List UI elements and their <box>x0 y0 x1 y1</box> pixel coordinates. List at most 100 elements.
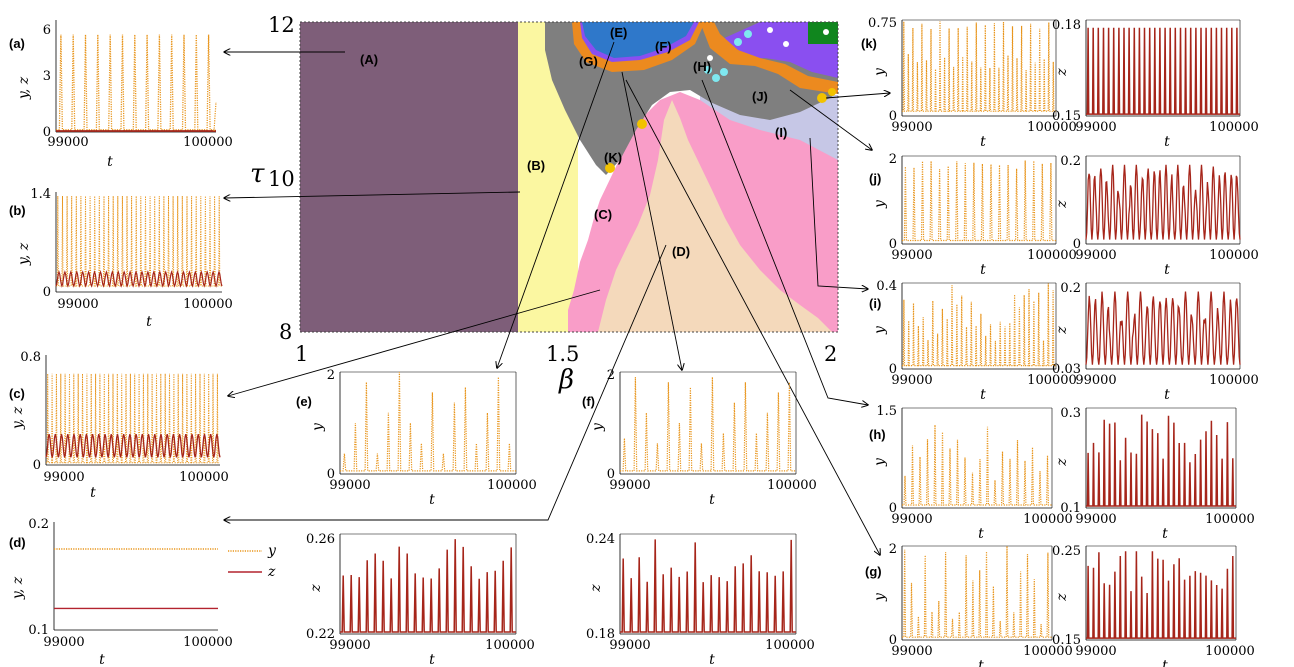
series-line <box>56 195 222 287</box>
series-line <box>1086 551 1236 639</box>
y-tick-label: 0.26 <box>306 532 335 547</box>
dot-gold <box>605 163 615 173</box>
x-tick-label: 100000 <box>1023 644 1073 659</box>
y-tick-label: 0.75 <box>868 16 897 31</box>
dot-gold <box>817 93 827 103</box>
dot-white <box>767 27 773 33</box>
region-D <box>598 100 832 332</box>
axis-label: t <box>1164 262 1170 278</box>
series-line <box>902 546 1052 638</box>
axis-label: t <box>90 485 96 501</box>
axis-label: y <box>590 422 606 432</box>
axis-label: z <box>1054 458 1070 467</box>
y-tick-label: 0 <box>889 362 897 377</box>
series-line <box>55 270 223 288</box>
y-tick-label: 0.4 <box>876 279 897 294</box>
x-tick-label: 99000 <box>329 478 370 493</box>
y-tick-label: 0.15 <box>1052 109 1081 124</box>
x-tick-label: 100000 <box>767 478 817 493</box>
x-tick-label: 99000 <box>609 478 650 493</box>
dot-cyan <box>720 68 728 76</box>
y-tick-label: 0 <box>327 467 335 482</box>
dot-white <box>823 29 829 35</box>
series-line <box>620 539 796 633</box>
x-tick-label: 99000 <box>1075 373 1116 388</box>
y-tick-label: 2 <box>889 542 897 557</box>
x-tick-label: 100000 <box>485 638 535 653</box>
axis-label: t <box>1162 658 1168 667</box>
panel-a: (a) 0 3 6 y, z 99000 100000 t <box>9 20 233 170</box>
panel-f-z: 0.18 0.24 z 99000 100000 t <box>586 532 815 667</box>
axis-label: y <box>872 325 888 335</box>
region-orange <box>572 22 705 72</box>
panel-d: (d) 0.1 0.2 y, z yz 99000 100000 t <box>9 517 277 667</box>
series-line <box>1085 164 1241 240</box>
axis-label: y, z <box>16 76 32 100</box>
axis-label: t <box>980 262 986 278</box>
panel-label: (c) <box>9 386 25 401</box>
x-tick-label: 100000 <box>1027 373 1077 388</box>
y-tick-label: 0.18 <box>586 627 615 642</box>
panel-label: (k) <box>861 36 877 51</box>
y-tick-label: 0.2 <box>1060 154 1081 169</box>
dot-cyan <box>734 38 742 46</box>
y-tick-label: 2 <box>889 152 897 167</box>
x-tick-label: 99000 <box>329 638 370 653</box>
arrow-F <box>621 71 682 370</box>
axis-label: t <box>1164 387 1170 403</box>
dot-cyan <box>704 66 712 74</box>
y-tick-label: 0 <box>607 467 615 482</box>
x-tick-label: 99000 <box>1075 512 1116 527</box>
series-line <box>620 377 796 472</box>
panel-k: (k) 0 0.75 y 99000 100000 t <box>861 16 1077 150</box>
series-line <box>46 373 220 464</box>
panel-g-z: 0.15 0.25 z 99000 100000 t <box>1052 544 1255 667</box>
x-tick-label: 100000 <box>179 470 229 485</box>
region-label: (I) <box>775 125 787 140</box>
panel-f: (f) 0 2 y 99000 100000 t <box>582 368 817 508</box>
series-line <box>45 434 221 458</box>
y-tick-label: 0 <box>889 501 897 516</box>
y-tick-label: 0.3 <box>1060 406 1081 421</box>
series-line <box>902 20 1056 112</box>
main-x-tick: 1.5 <box>546 342 579 366</box>
x-tick-label: 100000 <box>1209 120 1259 135</box>
panel-b: (b) 0 1.4 y, z 99000 100000 t <box>9 187 233 330</box>
region-label: (B) <box>527 158 545 173</box>
axis-label: y <box>872 67 888 77</box>
axis-label: z <box>1054 200 1070 209</box>
main-y-tick: 10 <box>268 167 295 191</box>
x-tick-label: 100000 <box>765 638 815 653</box>
arrow-D <box>224 244 667 520</box>
panel-label: (d) <box>9 535 26 550</box>
region-label: (A) <box>360 52 378 67</box>
region-label: (C) <box>594 207 612 222</box>
panel-g: (g) 0 2 y 99000 100000 t <box>865 542 1073 667</box>
dot-white <box>783 41 789 47</box>
region-label: (J) <box>752 89 768 104</box>
axis-label: y <box>310 422 326 432</box>
arrow-G <box>625 79 880 555</box>
region-green <box>808 22 838 44</box>
main-y-label: τ <box>250 159 265 189</box>
panel-c: (c) 0 0.8 y, z 99000 100000 t <box>9 350 229 501</box>
y-tick-label: 1.5 <box>876 404 897 419</box>
axis-label: t <box>980 134 986 150</box>
axis-label: t <box>99 652 105 667</box>
x-tick-label: 99000 <box>1075 644 1116 659</box>
dot-cyan <box>744 30 752 38</box>
main-y-tick: 12 <box>268 13 295 37</box>
panel-k-z: 0.15 0.18 z 99000 100000 t <box>1052 18 1259 150</box>
series-line <box>1086 27 1240 115</box>
axis-label: t <box>1162 526 1168 542</box>
region-label: (H) <box>693 59 711 74</box>
panel-label: (i) <box>869 296 881 311</box>
arrow-C <box>228 289 601 396</box>
axis-label: t <box>709 652 715 667</box>
x-tick-label: 99000 <box>891 644 932 659</box>
x-tick-label: 99000 <box>609 638 650 653</box>
series-line <box>902 160 1056 242</box>
axis-label: y <box>872 592 888 602</box>
